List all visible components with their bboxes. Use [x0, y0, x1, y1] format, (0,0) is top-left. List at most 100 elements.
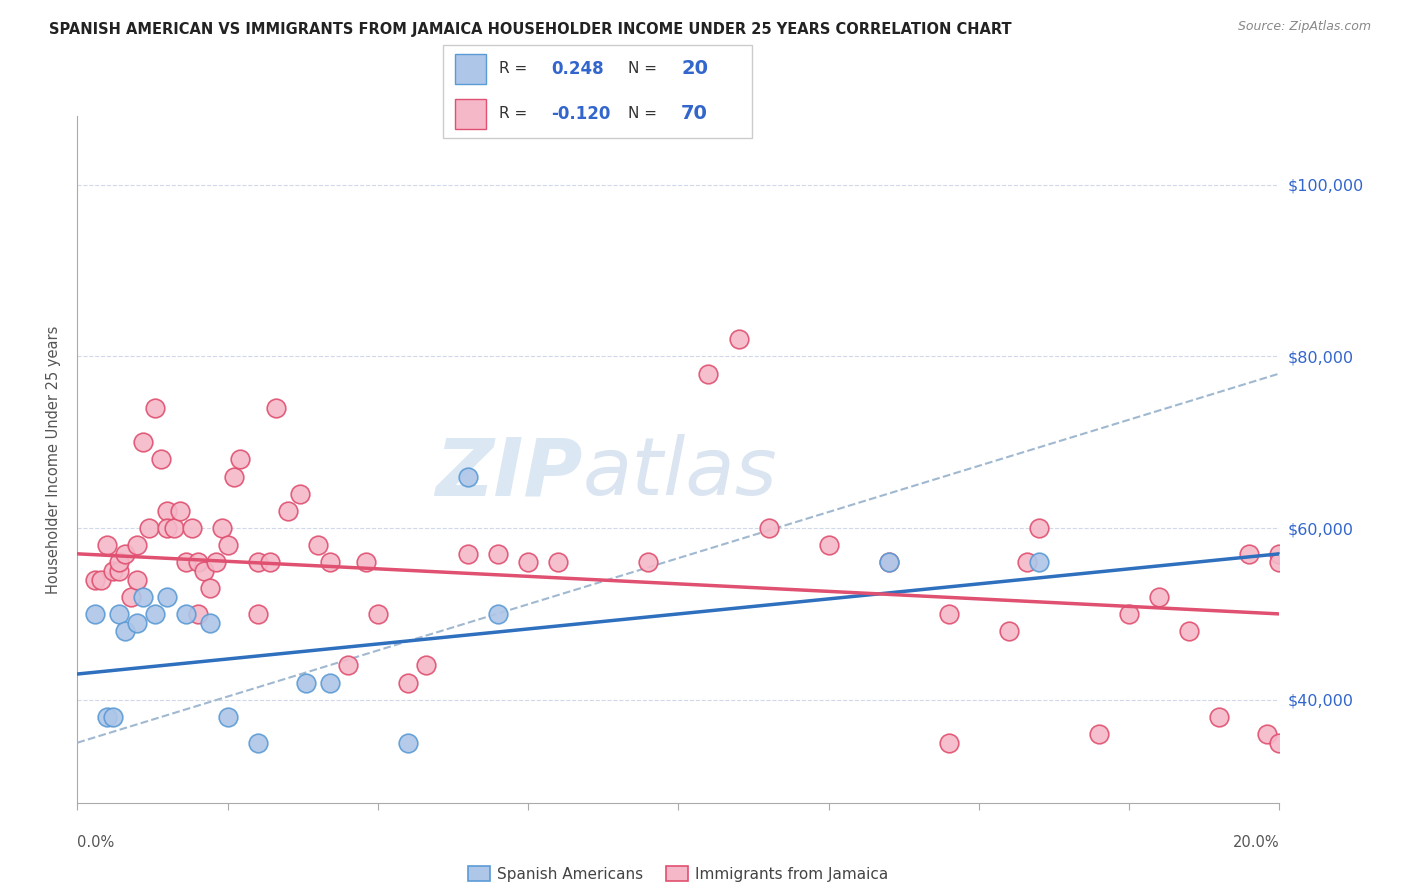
Text: 20: 20 [681, 60, 709, 78]
Text: Source: ZipAtlas.com: Source: ZipAtlas.com [1237, 20, 1371, 33]
Point [758, 521, 780, 535]
Point [145, 607, 167, 621]
Point [336, 658, 359, 673]
Text: -0.120: -0.120 [551, 105, 610, 123]
Point [354, 555, 377, 570]
Point [1149, 590, 1171, 604]
Point [145, 401, 167, 415]
Point [96, 710, 118, 724]
Legend: Spanish Americans, Immigrants from Jamaica: Spanish Americans, Immigrants from Jamai… [463, 860, 894, 888]
Point [294, 675, 316, 690]
Y-axis label: Householder Income Under 25 years: Householder Income Under 25 years [46, 326, 62, 593]
Text: N =: N = [628, 106, 662, 121]
Point [396, 736, 419, 750]
Point [187, 555, 209, 570]
Point [108, 607, 131, 621]
Point [367, 607, 389, 621]
Point [193, 564, 215, 578]
Point [1028, 555, 1050, 570]
Point [938, 607, 960, 621]
Point [486, 547, 509, 561]
Point [103, 710, 125, 724]
Point [1268, 736, 1291, 750]
Point [156, 521, 179, 535]
Point [1118, 607, 1140, 621]
Point [415, 658, 437, 673]
Point [1256, 727, 1278, 741]
Point [319, 555, 342, 570]
Point [204, 555, 226, 570]
Text: SPANISH AMERICAN VS IMMIGRANTS FROM JAMAICA HOUSEHOLDER INCOME UNDER 25 YEARS CO: SPANISH AMERICAN VS IMMIGRANTS FROM JAMA… [49, 22, 1012, 37]
Point [264, 401, 287, 415]
Point [319, 675, 342, 690]
Point [96, 538, 118, 552]
Text: atlas: atlas [582, 434, 778, 512]
Point [127, 615, 149, 630]
FancyBboxPatch shape [443, 45, 752, 138]
Point [217, 538, 239, 552]
Text: ZIP: ZIP [434, 434, 582, 512]
Text: R =: R = [499, 62, 531, 77]
Point [132, 435, 155, 450]
Point [84, 573, 107, 587]
Point [547, 555, 569, 570]
Point [877, 555, 900, 570]
FancyBboxPatch shape [456, 99, 486, 129]
Point [127, 538, 149, 552]
Text: 20.0%: 20.0% [1233, 836, 1279, 850]
Point [169, 504, 191, 518]
Point [1015, 555, 1038, 570]
Point [246, 607, 269, 621]
Point [108, 564, 131, 578]
Point [198, 581, 221, 595]
Point [138, 521, 160, 535]
Point [457, 469, 479, 483]
Point [84, 607, 107, 621]
Point [1329, 727, 1351, 741]
Point [174, 555, 197, 570]
Point [114, 547, 136, 561]
Point [697, 367, 720, 381]
Text: N =: N = [628, 62, 662, 77]
Point [259, 555, 281, 570]
Point [174, 607, 197, 621]
Text: 0.0%: 0.0% [77, 836, 114, 850]
Point [396, 675, 419, 690]
Point [162, 521, 184, 535]
Point [132, 590, 155, 604]
Point [1239, 547, 1261, 561]
Point [1298, 727, 1320, 741]
Point [517, 555, 540, 570]
Point [120, 590, 142, 604]
Text: 70: 70 [681, 104, 709, 123]
Point [277, 504, 299, 518]
Point [1268, 555, 1291, 570]
Point [1208, 710, 1230, 724]
Point [1268, 547, 1291, 561]
Point [90, 573, 112, 587]
Point [727, 332, 749, 346]
Point [156, 504, 179, 518]
Point [877, 555, 900, 570]
Point [486, 607, 509, 621]
Point [127, 573, 149, 587]
Point [198, 615, 221, 630]
Point [222, 469, 245, 483]
Point [998, 624, 1021, 639]
Point [103, 564, 125, 578]
FancyBboxPatch shape [456, 54, 486, 84]
Point [288, 487, 311, 501]
Point [457, 547, 479, 561]
Point [817, 538, 839, 552]
Point [150, 452, 173, 467]
Point [108, 555, 131, 570]
Point [1329, 736, 1351, 750]
Point [307, 538, 329, 552]
Point [246, 736, 269, 750]
Point [228, 452, 250, 467]
Text: 0.248: 0.248 [551, 60, 603, 78]
Point [156, 590, 179, 604]
Point [246, 555, 269, 570]
Text: R =: R = [499, 106, 531, 121]
Point [180, 521, 202, 535]
